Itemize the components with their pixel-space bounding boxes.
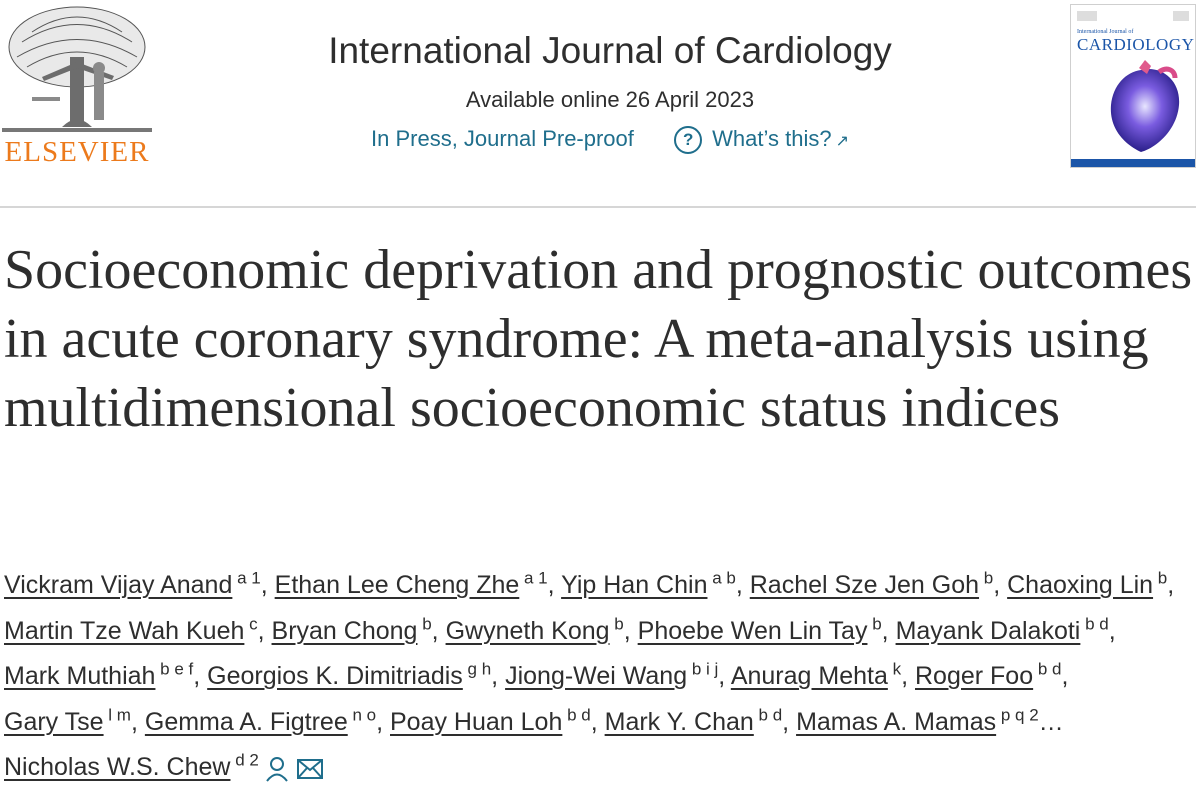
author[interactable]: Gemma A. Figtree n o [144,705,377,736]
author-affiliation[interactable]: p q 2 [996,705,1039,725]
article-title: Socioeconomic deprivation and prognostic… [4,239,1193,439]
publication-status: In Press, Journal Pre-proof ? What’s this… [200,126,1020,155]
author-affiliation[interactable]: b d [753,705,783,725]
cover-header-icon [1077,11,1189,21]
status-text: In Press, Journal Pre-proof [371,126,634,151]
author-affiliation[interactable]: n o [347,705,377,725]
authors-ellipsis: … [1038,707,1064,736]
author-name[interactable]: Mark Muthiah [4,662,156,690]
author-name[interactable]: Gwyneth Kong [445,616,610,645]
author[interactable]: Chaoxing Lin b [1007,568,1168,599]
author-name[interactable]: Yip Han Chin [561,571,708,599]
author-affiliation[interactable]: b i j [687,659,719,679]
author-name[interactable]: Gemma A. Figtree [144,707,348,736]
author[interactable]: Bryan Chong b [271,614,432,645]
whats-this-link[interactable]: ? What’s this? ↗ [674,126,849,155]
author-name[interactable]: Jiong-Wei Wang [505,662,688,690]
elsevier-wordmark: ELSEVIER [4,136,150,168]
heart-illustration-icon [1110,60,1180,152]
author-affiliation[interactable]: k [887,659,902,679]
available-online-date: Available online 26 April 2023 [465,87,755,112]
author-affiliation[interactable]: b d [1080,614,1109,634]
author-affiliation[interactable]: a 1 [232,568,261,588]
journal-cover[interactable]: International Journal of CARDIOLOGY [1070,4,1196,168]
author[interactable]: Gary Tse l m [4,705,131,736]
author-affiliation[interactable]: g h [462,659,492,679]
author-affiliation[interactable]: b [979,568,994,588]
author[interactable]: Rachel Sze Jen Goh b [749,568,994,599]
author[interactable]: Yip Han Chin a b [561,568,736,599]
author-affiliation[interactable]: a b [707,568,736,588]
author[interactable]: Nicholas W.S. Chew d 2 [4,750,259,781]
author-name[interactable]: Martin Tze Wah Kueh [4,616,245,645]
author[interactable]: Phoebe Wen Lin Tay b [637,614,882,645]
author-name[interactable]: Rachel Sze Jen Goh [749,571,980,599]
author-name[interactable]: Poay Huan Loh [390,707,563,736]
author-name[interactable]: Chaoxing Lin [1007,571,1154,599]
author[interactable]: Anurag Mehta k [730,659,902,690]
author-name[interactable]: Anurag Mehta [730,662,888,690]
author[interactable]: Gwyneth Kong b [445,614,624,645]
author[interactable]: Roger Foo b d [915,659,1062,690]
author-list: Vickram Vijay Anand a 1, Ethan Lee Cheng… [4,563,1194,791]
author-name[interactable]: Georgios K. Dimitriadis [207,662,463,690]
author-name[interactable]: Mark Y. Chan [604,707,754,736]
author[interactable]: Mark Y. Chan b d [604,705,783,736]
author[interactable]: Poay Huan Loh b d [390,705,591,736]
author-affiliation[interactable]: c [244,614,258,634]
cover-footer-bar [1071,159,1195,167]
cover-title: CARDIOLOGY [1077,35,1195,54]
author[interactable]: Martin Tze Wah Kueh c [4,614,258,645]
header-divider [0,206,1196,208]
author[interactable]: Mamas A. Mamas p q 2 [796,705,1039,736]
question-circle-icon: ? [674,126,703,155]
author-name[interactable]: Roger Foo [915,662,1034,690]
author-affiliation[interactable]: d 2 [230,750,259,770]
journal-title[interactable]: International Journal of Cardiology [328,30,892,71]
author-name[interactable]: Nicholas W.S. Chew [4,753,231,781]
corresponding-author-icons [265,746,331,792]
author-affiliation[interactable]: b [1153,568,1168,588]
author-affiliation[interactable]: b [867,614,882,634]
author[interactable]: Mark Muthiah b e f [4,659,194,690]
cover-subtitle: International Journal of [1077,29,1134,35]
author-affiliation[interactable]: b e f [155,659,194,679]
author-affiliation[interactable]: b [609,614,624,634]
elsevier-logo[interactable] [2,2,152,172]
person-icon[interactable] [265,756,289,782]
author-name[interactable]: Phoebe Wen Lin Tay [637,616,868,645]
author-affiliation[interactable]: b d [562,705,591,725]
elsevier-tree-icon [2,6,152,132]
whats-this-label: What’s this? [712,126,832,151]
author-name[interactable]: Mayank Dalakoti [895,616,1081,645]
journal-header: ELSEVIER International Journal of Cardio… [0,0,1200,205]
author[interactable]: Jiong-Wei Wang b i j [505,659,719,690]
author-name[interactable]: Mamas A. Mamas [796,707,997,736]
author[interactable]: Georgios K. Dimitriadis g h [207,659,492,690]
author-name[interactable]: Gary Tse [4,707,104,736]
author-name[interactable]: Bryan Chong [271,616,418,645]
author-affiliation[interactable]: b d [1033,659,1062,679]
author[interactable]: Ethan Lee Cheng Zhe a 1 [274,568,548,599]
author-name[interactable]: Vickram Vijay Anand [4,571,233,599]
author-name[interactable]: Ethan Lee Cheng Zhe [274,571,520,599]
arrow-up-right-icon: ↗ [835,133,849,150]
envelope-icon[interactable] [296,759,323,780]
author[interactable]: Mayank Dalakoti b d [895,614,1109,645]
author-affiliation[interactable]: b [417,614,432,634]
author-affiliation[interactable]: l m [103,705,131,725]
author[interactable]: Vickram Vijay Anand a 1 [4,568,261,599]
author-affiliation[interactable]: a 1 [519,568,548,588]
